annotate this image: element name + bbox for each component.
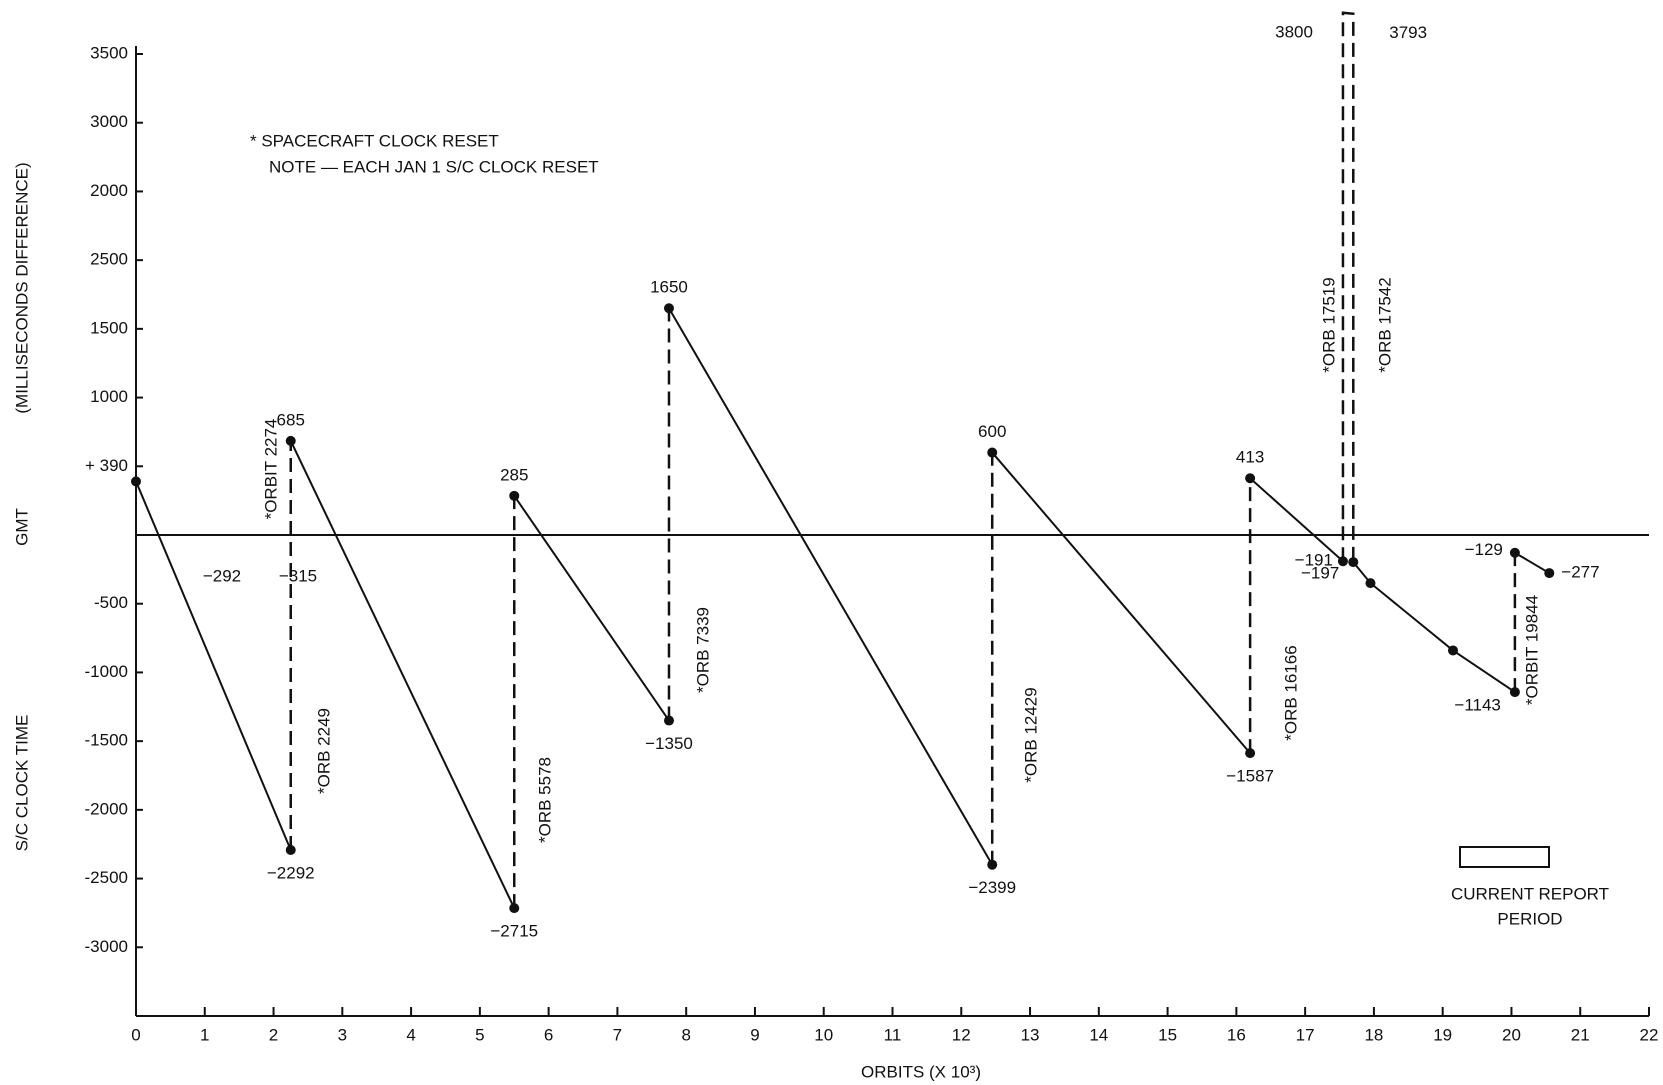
- y-tick-label: 3000: [90, 112, 128, 131]
- x-tick-label: 13: [1021, 1025, 1040, 1044]
- x-tick-label: 20: [1502, 1025, 1521, 1044]
- y-tick-label: -1000: [85, 662, 128, 681]
- x-tick-label: 21: [1571, 1025, 1590, 1044]
- x-tick-label: 2: [269, 1025, 278, 1044]
- y-axis-title: GMT: [12, 508, 31, 546]
- data-label: −129: [1465, 540, 1503, 559]
- x-axis-title: ORBITS (X 10³): [861, 1062, 981, 1081]
- x-tick-label: 18: [1364, 1025, 1383, 1044]
- x-tick-label: 0: [131, 1025, 140, 1044]
- annotation: *ORB 16166: [1281, 645, 1300, 740]
- y-tick-label: -500: [94, 593, 128, 612]
- report-label: PERIOD: [1497, 909, 1562, 928]
- x-tick-label: 7: [613, 1025, 622, 1044]
- data-label: −277: [1561, 563, 1599, 582]
- data-label: 3800: [1275, 22, 1313, 41]
- annotation: *ORBIT 2274: [261, 419, 280, 520]
- x-tick-label: 1: [200, 1025, 209, 1044]
- data-point: [1348, 557, 1359, 568]
- series-line: [289, 11, 1517, 909]
- note: NOTE — EACH JAN 1 S/C CLOCK RESET: [269, 157, 599, 176]
- y-tick-label: 1000: [90, 387, 128, 406]
- x-tick-label: 10: [814, 1025, 833, 1044]
- data-label: 1650: [650, 278, 688, 297]
- data-point: [1544, 568, 1555, 579]
- y-tick-label: -2000: [85, 799, 128, 818]
- annotation: *ORB 17519: [1319, 277, 1338, 372]
- x-tick-label: 4: [406, 1025, 415, 1044]
- x-tick-label: 9: [750, 1025, 759, 1044]
- data-label: −1350: [645, 734, 693, 753]
- x-tick-label: 12: [952, 1025, 971, 1044]
- x-tick-label: 11: [884, 1025, 902, 1044]
- y-tick-label: 2000: [90, 181, 128, 200]
- data-label: −1587: [1226, 767, 1274, 786]
- y-tick-label: 3500: [90, 43, 128, 62]
- data-label: 413: [1236, 448, 1264, 467]
- data-label: −2399: [968, 878, 1016, 897]
- annotation: *ORB 5578: [535, 757, 554, 843]
- annotation: −315: [279, 566, 317, 585]
- data-label: 600: [978, 422, 1006, 441]
- series-line: [135, 307, 1550, 909]
- data-label: −191: [1295, 551, 1333, 570]
- x-tick-label: 22: [1640, 1025, 1659, 1044]
- note: * SPACECRAFT CLOCK RESET: [250, 131, 499, 150]
- data-label: −197: [1301, 564, 1339, 583]
- data-point: [1447, 645, 1458, 656]
- annotation: *ORBIT 19844: [1522, 595, 1541, 705]
- x-tick-label: 3: [338, 1025, 347, 1044]
- x-tick-label: 14: [1089, 1025, 1108, 1044]
- y-tick-label: -2500: [85, 868, 128, 887]
- data-point: [131, 476, 141, 487]
- annotation: *ORB 7339: [693, 607, 712, 693]
- data-point: [1365, 578, 1376, 589]
- data-label: −1143: [1454, 696, 1500, 715]
- data-label: −2292: [267, 863, 315, 882]
- x-tick-label: 8: [681, 1025, 690, 1044]
- data-label: −2715: [490, 922, 538, 941]
- y-tick-label: 1500: [90, 318, 128, 337]
- x-tick-label: 16: [1227, 1025, 1246, 1044]
- y-tick-label: -3000: [85, 937, 128, 956]
- x-tick-label: 15: [1158, 1025, 1177, 1044]
- annotation: *ORB 17542: [1375, 277, 1394, 372]
- data-label: 285: [500, 465, 528, 484]
- data-label: 685: [277, 410, 305, 429]
- annotation: −292: [203, 566, 241, 585]
- data-label: 3793: [1389, 23, 1427, 42]
- x-tick-label: 5: [475, 1025, 484, 1044]
- y-axis-title: S/C CLOCK TIME: [12, 715, 31, 852]
- x-tick-label: 19: [1433, 1025, 1452, 1044]
- annotation: *ORB 2249: [314, 708, 333, 794]
- y-tick-label: + 390: [85, 456, 128, 475]
- x-tick-label: 17: [1296, 1025, 1315, 1044]
- report-period-box: [1459, 846, 1550, 868]
- x-tick-label: 6: [544, 1025, 553, 1044]
- y-tick-label: -1500: [85, 731, 128, 750]
- annotation: *ORB 12429: [1021, 687, 1040, 782]
- y-axis-title: (MILLISECONDS DIFFERENCE): [12, 162, 31, 413]
- y-tick-label: 2500: [90, 250, 128, 269]
- report-label: CURRENT REPORT: [1451, 884, 1609, 903]
